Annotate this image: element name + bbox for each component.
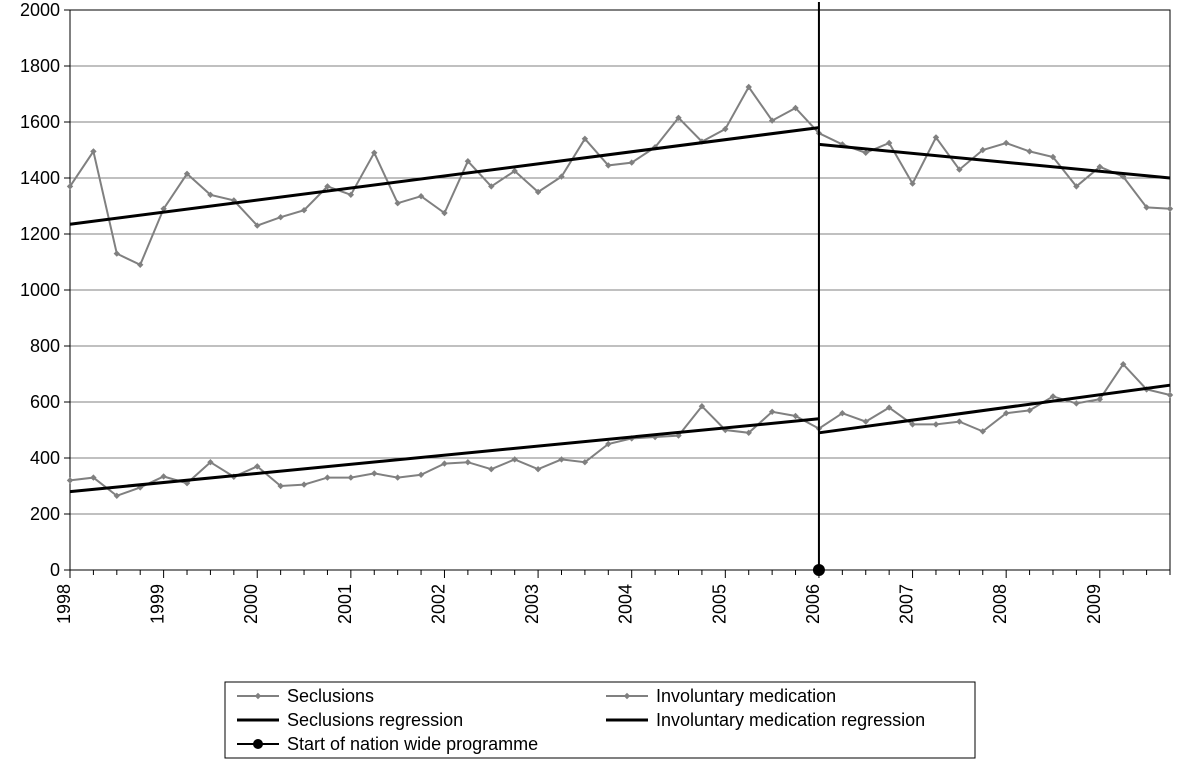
x-axis-label: 2009 [1084,584,1104,624]
involuntary-medication-marker [372,471,377,476]
x-axis-label: 1998 [54,584,74,624]
involuntary-medication-marker [325,475,330,480]
x-axis-label: 2006 [803,584,823,624]
legend-label: Involuntary medication regression [656,710,925,730]
x-axis-label: 2002 [428,584,448,624]
x-axis-label: 2001 [335,584,355,624]
programme-start-dot [813,564,825,576]
involuntary-medication-marker [395,475,400,480]
y-axis-label: 1800 [20,56,60,76]
y-axis-label: 800 [30,336,60,356]
y-axis-label: 200 [30,504,60,524]
seclusions-regression-line [70,128,819,225]
x-axis-label: 2004 [616,584,636,624]
seclusions-marker [1027,149,1032,154]
legend-sample-dot [253,739,263,749]
seclusions-line [70,87,1170,265]
x-axis-label: 2000 [241,584,261,624]
y-axis-label: 1600 [20,112,60,132]
legend-label: Involuntary medication [656,686,836,706]
y-axis-label: 400 [30,448,60,468]
legend-label: Start of nation wide programme [287,734,538,754]
involuntary-medication-regression-line [70,419,819,492]
legend-label: Seclusions regression [287,710,463,730]
line-chart: 0 200 400 600 800 1000 1200 1400 1600 1800 2000 199… [0,0,1200,762]
legend-label: Seclusions [287,686,374,706]
x-axis-label: 1999 [148,584,168,624]
involuntary-medication-regression-line [819,385,1170,433]
involuntary-medication-marker [933,422,938,427]
involuntary-medication-marker [465,460,470,465]
involuntary-medication-marker [302,482,307,487]
seclusions-marker [278,215,283,220]
legend: Seclusions Involuntary medication Seclusio… [225,682,975,758]
seclusions-marker [1168,206,1173,211]
x-axis-label: 2007 [897,584,917,624]
involuntary-medication-marker [68,478,73,483]
y-axis-label: 1200 [20,224,60,244]
involuntary-medication-marker [348,475,353,480]
y-axis-label: 0 [50,560,60,580]
x-axis-label: 2008 [990,584,1010,624]
chart-container: 0 200 400 600 800 1000 1200 1400 1600 1800 2000 199… [0,0,1200,762]
y-axis-label: 2000 [20,0,60,20]
y-axis-label: 1000 [20,280,60,300]
involuntary-medication-marker [1168,393,1173,398]
y-axis-label: 1400 [20,168,60,188]
seclusions-marker [1004,141,1009,146]
x-axis-label: 2003 [522,584,542,624]
seclusions-regression-line [819,144,1170,178]
x-axis-label: 2005 [709,584,729,624]
y-axis-label: 600 [30,392,60,412]
